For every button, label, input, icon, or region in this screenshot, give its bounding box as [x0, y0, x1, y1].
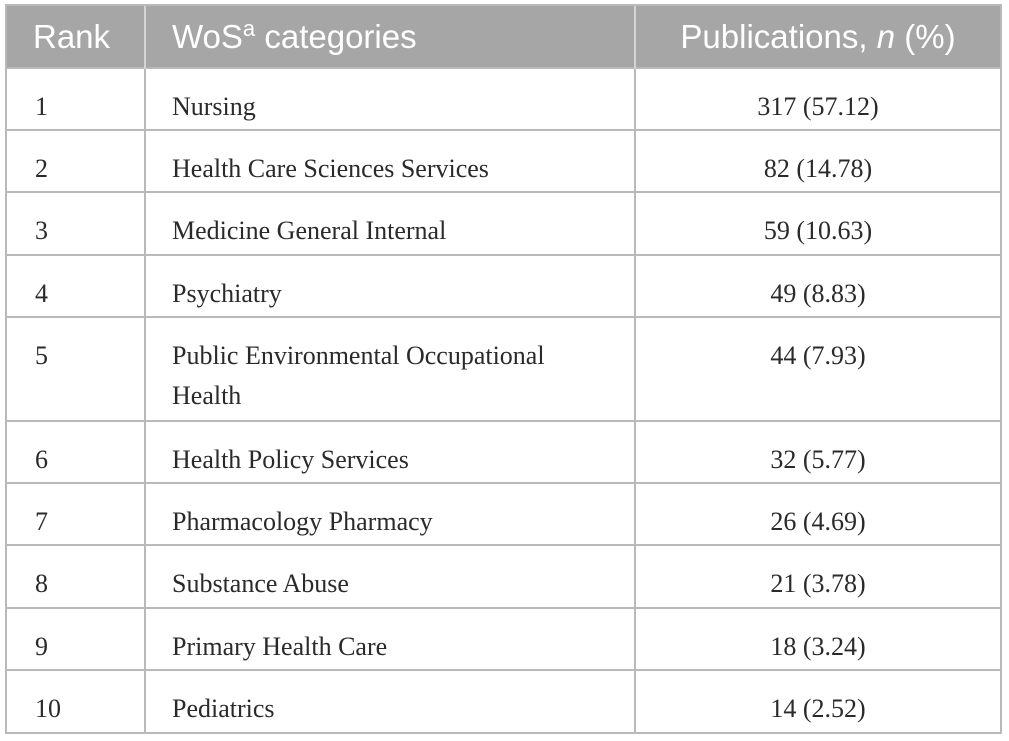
cell-publications: 32 (5.77): [635, 419, 1000, 484]
cell-rank: 2: [7, 129, 146, 193]
cell-rank: 1: [7, 66, 146, 131]
table-row: 1 Nursing 317 (57.12): [7, 66, 1000, 131]
header-category: WoSa categories: [145, 6, 636, 68]
header-rank: Rank: [7, 6, 146, 68]
cell-category: Health Care Sciences Services: [145, 129, 636, 193]
table-row: 8 Substance Abuse 21 (3.78): [7, 544, 1000, 608]
cell-category: Public Environmental Occupational Health: [145, 315, 636, 421]
table-row: 9 Primary Health Care 18 (3.24): [7, 606, 1000, 670]
table-header: Rank WoSa categories Publications, n (%): [7, 6, 1000, 68]
cell-publications: 21 (3.78): [635, 544, 1000, 608]
cell-rank: 10: [7, 668, 146, 732]
header-category-footnote: a: [242, 15, 256, 41]
header-row: Rank WoSa categories Publications, n (%): [7, 6, 1000, 68]
wos-categories-table: Rank WoSa categories Publications, n (%)…: [7, 6, 1000, 732]
cell-category: Primary Health Care: [145, 606, 636, 670]
cell-publications: 26 (4.69): [635, 482, 1000, 546]
cell-category: Nursing: [145, 66, 636, 131]
table-row: 5 Public Environmental Occupational Healt…: [7, 315, 1000, 421]
cell-publications: 317 (57.12): [635, 66, 1000, 131]
table-row: 7 Pharmacology Pharmacy 26 (4.69): [7, 482, 1000, 546]
cell-rank: 5: [7, 315, 146, 421]
cell-category: Substance Abuse: [145, 544, 636, 608]
cell-rank: 9: [7, 606, 146, 670]
cell-rank: 6: [7, 419, 146, 484]
table-row: 2 Health Care Sciences Services 82 (14.7…: [7, 129, 1000, 193]
cell-category-line1: Public Environmental Occupational: [172, 340, 545, 370]
cell-rank: 7: [7, 482, 146, 546]
cell-category: Pharmacology Pharmacy: [145, 482, 636, 546]
cell-publications: 82 (14.78): [635, 129, 1000, 193]
cell-rank: 8: [7, 544, 146, 608]
table-body: 1 Nursing 317 (57.12) 2 Health Care Scie…: [7, 66, 1000, 732]
cell-category: Health Policy Services: [145, 419, 636, 484]
cell-publications: 18 (3.24): [635, 606, 1000, 670]
cell-publications: 59 (10.63): [635, 191, 1000, 255]
cell-rank: 3: [7, 191, 146, 255]
cell-rank: 4: [7, 253, 146, 317]
cell-category: Medicine General Internal: [145, 191, 636, 255]
header-category-suffix: categories: [255, 17, 417, 55]
cell-category-line2: Health: [172, 380, 242, 410]
header-publications-suffix: (%): [895, 17, 956, 55]
table-row: 10 Pediatrics 14 (2.52): [7, 668, 1000, 732]
table-row: 6 Health Policy Services 32 (5.77): [7, 419, 1000, 484]
header-publications-prefix: Publications,: [680, 17, 877, 55]
table-row: 4 Psychiatry 49 (8.83): [7, 253, 1000, 317]
cell-publications: 14 (2.52): [635, 668, 1000, 732]
cell-category: Psychiatry: [145, 253, 636, 317]
header-publications: Publications, n (%): [635, 6, 1000, 68]
header-rank-label: Rank: [33, 17, 111, 55]
header-category-prefix: WoS: [172, 17, 243, 55]
data-table-container: Rank WoSa categories Publications, n (%)…: [5, 4, 1002, 734]
cell-category: Pediatrics: [145, 668, 636, 732]
table-row: 3 Medicine General Internal 59 (10.63): [7, 191, 1000, 255]
cell-publications: 44 (7.93): [635, 315, 1000, 421]
header-publications-n: n: [876, 17, 896, 55]
cell-publications: 49 (8.83): [635, 253, 1000, 317]
